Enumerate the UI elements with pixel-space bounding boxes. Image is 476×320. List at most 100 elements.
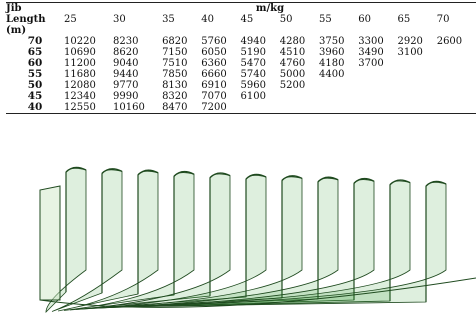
crane-working-envelope-figure — [39, 166, 476, 313]
column-header: 30 — [113, 14, 126, 25]
shell-top-lip — [389, 179, 411, 186]
corner-label-jib: Jib — [6, 2, 64, 14]
table-cell: 8130 — [162, 80, 188, 91]
table-cell — [436, 102, 476, 114]
table-cell — [437, 80, 476, 91]
table-cell: 3300 — [358, 36, 384, 47]
table-row: 50 12080 9770 8130 6910 5960 5200 — [6, 79, 476, 92]
table-cell: 12340 — [64, 91, 96, 102]
table-cell: 10690 — [64, 47, 96, 58]
shell-top-lip — [245, 173, 267, 180]
shell-top-lip — [65, 166, 87, 173]
shell-top-lip — [101, 168, 123, 174]
envelope-shell — [63, 170, 195, 311]
table-cell: 7070 — [201, 91, 227, 102]
table-cell — [358, 69, 397, 80]
table-cell: 2920 — [397, 36, 423, 47]
table-row: 40 12550 10160 8470 7200 — [6, 102, 476, 114]
shell-top-lip — [317, 176, 339, 183]
table-cell: 9440 — [113, 69, 139, 80]
table-cell: 5200 — [279, 80, 306, 91]
table-cell: 3100 — [397, 47, 423, 58]
row-header-jib-length: 50 — [27, 79, 43, 91]
table-cell: 8230 — [113, 36, 139, 47]
table-cell — [397, 69, 436, 80]
table-cell: 3700 — [358, 58, 384, 69]
shell-top-lip — [281, 175, 303, 181]
table-cell — [397, 58, 436, 69]
table-cell — [437, 69, 476, 80]
table-cell: 6660 — [201, 69, 227, 80]
table-cell: 5190 — [240, 47, 266, 58]
table-cell: 7850 — [162, 69, 188, 80]
table-cell: 4760 — [279, 58, 306, 69]
table-cell — [358, 102, 398, 114]
corner-label-length: Length — [6, 14, 46, 25]
envelope-shell — [45, 166, 87, 313]
row-header-jib-length: 65 — [27, 46, 43, 58]
column-header: 50 — [279, 14, 293, 25]
row-header-jib-length: 45 — [27, 90, 43, 102]
envelope-shell — [105, 180, 447, 308]
table-cell: 11200 — [64, 58, 96, 69]
table-cell: 8320 — [162, 91, 188, 102]
row-header-jib-length: 55 — [27, 68, 43, 80]
table-cell: 7200 — [201, 102, 241, 114]
table-cell — [437, 91, 476, 102]
column-header: 65 — [397, 14, 411, 25]
table-cell — [397, 80, 436, 91]
load-chart-table: Jib m/kg Length 25 30 35 40 45 50 55 60 … — [6, 2, 476, 114]
column-header: 60 — [358, 14, 371, 25]
column-header: 45 — [240, 14, 254, 25]
table-cell: 6820 — [162, 36, 188, 47]
table-cell — [319, 91, 358, 102]
table-cell — [437, 58, 476, 69]
table-cell: 4510 — [279, 47, 306, 58]
shell-top-lip — [353, 177, 375, 184]
shell-top-lip — [173, 170, 195, 177]
table-cell: 8470 — [162, 102, 202, 114]
table-cell: 10220 — [64, 36, 96, 47]
table-cell: 5960 — [240, 80, 266, 91]
table-row: 65 10690 8620 7150 6050 5190 4510 3960 3490 3100 — [6, 46, 476, 59]
envelope-left-wall — [39, 185, 61, 301]
column-header: 40 — [201, 14, 215, 25]
table-cell: 7150 — [162, 47, 188, 58]
table-cell — [397, 91, 436, 102]
table-cell — [358, 80, 397, 91]
table-cell: 2600 — [436, 36, 463, 47]
table-row: 55 11680 9440 7850 6660 5740 5000 4400 — [6, 68, 476, 81]
shell-top-lip — [209, 172, 231, 179]
row-header-jib-length: 60 — [27, 57, 43, 69]
table-cell: 12080 — [64, 80, 96, 91]
table-row: 45 12340 9990 8320 7070 6100 — [6, 90, 476, 103]
table-cell: 7510 — [162, 58, 188, 69]
table-cell: 6360 — [201, 58, 227, 69]
envelope-shell — [57, 169, 159, 312]
row-header-jib-length: 40 — [6, 102, 64, 114]
table-cell: 5740 — [240, 69, 266, 80]
table-cell: 6050 — [201, 47, 227, 58]
table-cell: 10160 — [113, 102, 163, 114]
unit-header: m/kg — [64, 2, 476, 14]
table-cell: 12550 — [64, 102, 114, 114]
table-cell — [437, 47, 476, 58]
table-cell: 9990 — [113, 91, 139, 102]
table-cell — [240, 102, 280, 114]
envelope-shell — [51, 168, 123, 312]
table-cell: 3750 — [319, 36, 345, 47]
table-cell: 5760 — [201, 36, 227, 47]
table-cell — [319, 80, 358, 91]
shell-top-lip — [137, 169, 159, 176]
table-row: 70 10220 8230 6820 5760 4940 4280 3750 3300 2920 2… — [6, 36, 476, 48]
envelope-shell — [69, 172, 231, 311]
column-header: 55 — [319, 14, 332, 25]
table-cell: 9040 — [113, 58, 139, 69]
table-cell: 4400 — [319, 69, 345, 80]
table-cell: 4280 — [279, 36, 306, 47]
table-row: 60 11200 9040 7510 6360 5470 4760 4180 3700 — [6, 57, 476, 70]
table-cell: 6910 — [201, 80, 227, 91]
column-header: 25 — [64, 14, 77, 25]
table-cell: 9770 — [113, 80, 139, 91]
table-cell — [319, 102, 359, 114]
